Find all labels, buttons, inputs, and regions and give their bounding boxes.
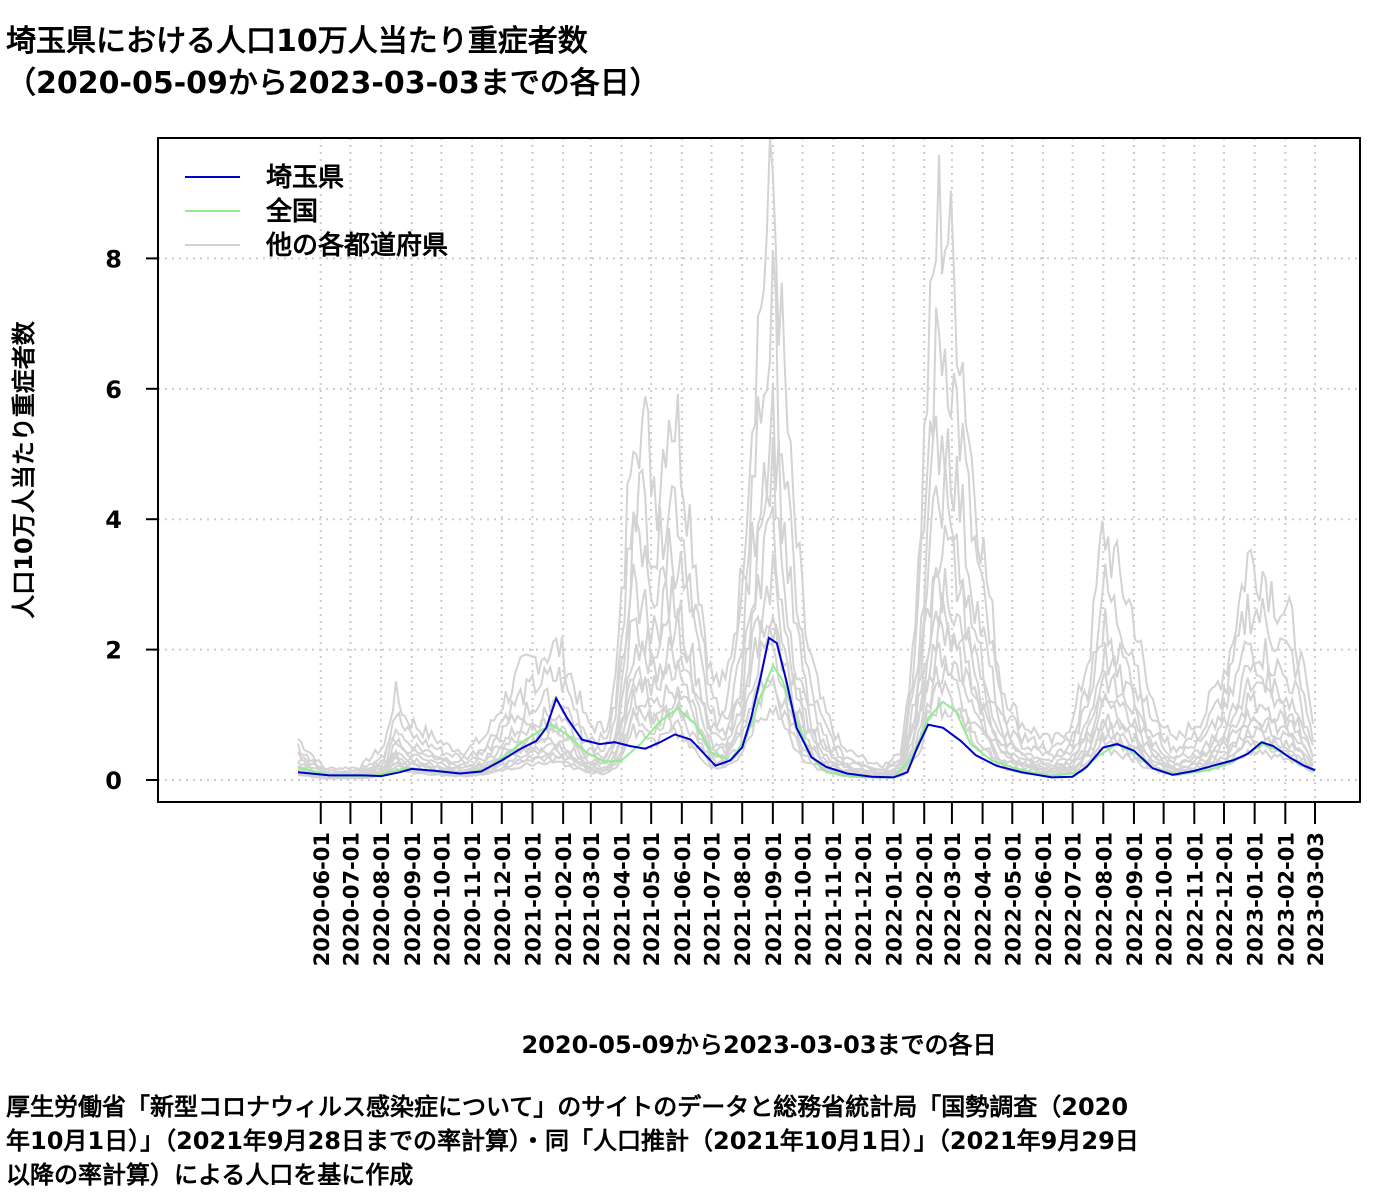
x-tick-label: 2022-06-01 (1032, 832, 1056, 966)
x-tick-label: 2021-03-01 (580, 832, 604, 966)
x-tick-label: 2022-09-01 (1123, 832, 1147, 966)
caption-line-1: 厚生労働省「新型コロナウィルス感染症について」のサイトのデータと総務省統計局「国… (6, 1093, 1129, 1121)
legend-label: 全国 (265, 196, 318, 227)
series-line-other-prefectures (297, 250, 1314, 774)
x-tick-label: 2023-01-01 (1244, 832, 1268, 966)
series-line-other-prefectures (297, 592, 1314, 779)
legend-label: 他の各都道府県 (265, 230, 448, 261)
x-tick-label: 2022-05-01 (1001, 832, 1025, 966)
source-caption: 厚生労働省「新型コロナウィルス感染症について」のサイトのデータと総務省統計局「国… (6, 1090, 1396, 1192)
series-line-saitama (297, 636, 1316, 779)
x-axis-title: 2020-05-09から2023-03-03までの各日 (521, 1031, 996, 1059)
x-tick-label: 2021-11-01 (822, 832, 846, 966)
series-line-other-prefectures (297, 696, 1314, 780)
x-tick-label: 2022-08-01 (1092, 832, 1116, 966)
chart-subtitle: （2020-05-09から2023-03-03までの各日） (6, 66, 660, 101)
y-tick-label: 4 (105, 506, 122, 534)
x-tick-label: 2022-07-01 (1062, 832, 1086, 966)
x-tick-label: 2020-06-01 (310, 832, 334, 966)
series-line-other-prefectures (297, 384, 1314, 775)
x-tick-label: 2020-12-01 (491, 832, 515, 966)
x-tick-label: 2020-08-01 (370, 832, 394, 966)
x-tick-label: 2021-01-01 (521, 832, 545, 966)
x-tick-label: 2020-11-01 (461, 832, 485, 966)
y-tick-label: 6 (105, 376, 122, 404)
x-tick-label: 2023-03-03 (1304, 832, 1328, 966)
x-tick-label: 2022-12-01 (1213, 832, 1237, 966)
legend-label: 埼玉県 (266, 163, 344, 193)
x-tick-label: 2021-07-01 (701, 832, 725, 966)
chart-title: 埼玉県における人口10万人当たり重症者数 (6, 24, 588, 59)
x-tick-label: 2022-10-01 (1153, 832, 1177, 966)
chart-svg: 0 2 4 6 8 2020-06-01 2020-07-01 2020-08-01 2020-… (10, 137, 1361, 1059)
series-line-other-prefectures (297, 505, 1314, 777)
caption-line-2: 年10月1日）」（2021年9月28日までの率計算）・同「人口推計（2021年1… (6, 1127, 1139, 1155)
x-tick-label: 2022-04-01 (972, 832, 996, 966)
x-tick-label: 2021-12-01 (852, 832, 876, 966)
x-tick-label: 2020-07-01 (339, 832, 363, 966)
x-tick-label: 2021-04-01 (611, 832, 635, 966)
caption-line-3: 以降の率計算）による人口を基に作成 (6, 1161, 414, 1189)
x-tick-label: 2020-10-01 (430, 832, 454, 966)
series-line-other-prefectures (297, 137, 1314, 771)
x-tick-label: 2021-09-01 (762, 832, 786, 966)
x-tick-label: 2021-08-01 (731, 832, 755, 966)
x-tick-label: 2022-11-01 (1183, 832, 1207, 966)
x-tick-label: 2022-01-01 (883, 832, 907, 966)
x-tick-label: 2021-02-01 (552, 832, 576, 966)
series-line-national (297, 663, 1316, 779)
x-tick-label: 2022-02-01 (913, 832, 937, 966)
y-tick-label: 2 (105, 637, 122, 665)
x-tick-label: 2022-03-01 (941, 832, 965, 966)
x-tick-label: 2023-02-01 (1274, 832, 1298, 966)
x-tick-label: 2021-10-01 (792, 832, 816, 966)
y-tick-label: 8 (105, 245, 122, 273)
x-tick-label: 2020-09-01 (401, 832, 425, 966)
x-tick-label: 2021-05-01 (640, 832, 664, 966)
y-axis-title: 人口10万人当たり重症者数 (10, 320, 38, 618)
y-tick-label: 0 (105, 767, 122, 795)
x-tick-label: 2021-06-01 (671, 832, 695, 966)
